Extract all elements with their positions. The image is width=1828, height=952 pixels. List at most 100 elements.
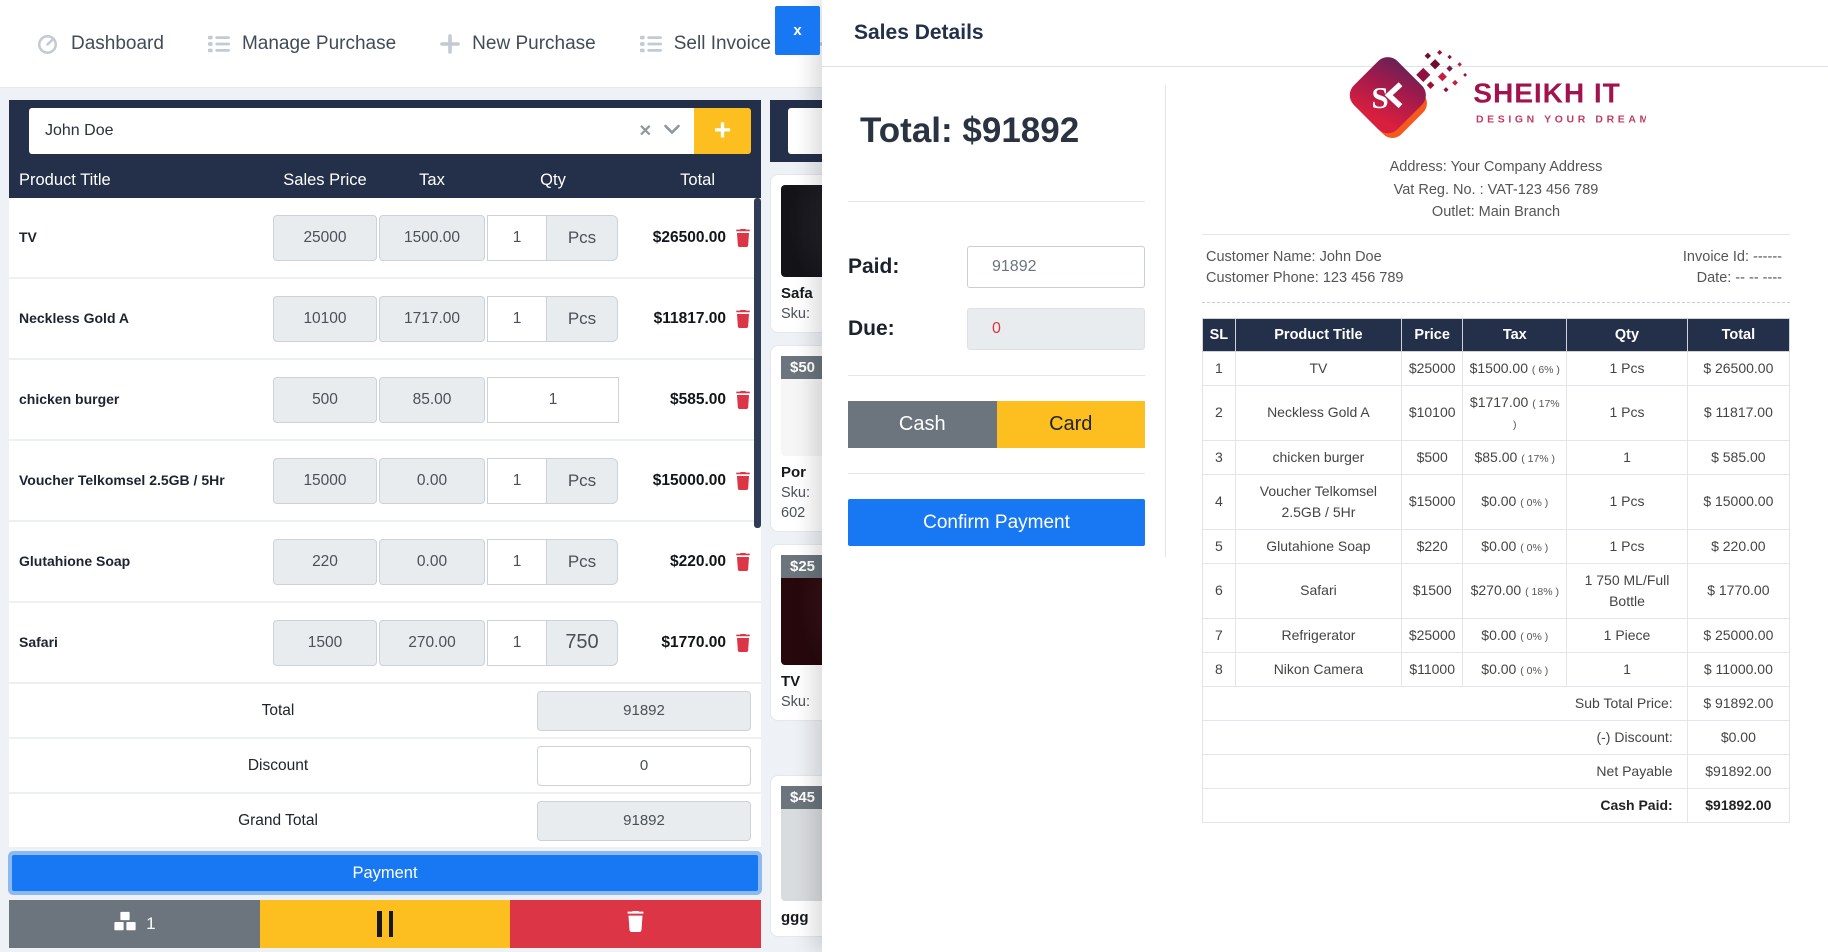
invoice-row: 3 chicken burger $500 $85.00 ( 17% ) 1 $… (1202, 439, 1791, 475)
delete-item-icon[interactable] (735, 228, 751, 247)
delete-item-icon[interactable] (735, 633, 751, 652)
pos-cart-panel: John Doe ✕ + Product Title Sales Price T… (9, 100, 762, 948)
tax-input[interactable]: 1500.00 (379, 214, 485, 261)
product-card-sku: Sku: (781, 694, 811, 710)
hold-orders-button[interactable]: 1 (9, 900, 260, 948)
qty-input[interactable]: 1 (487, 457, 547, 504)
confirm-payment-button[interactable]: Confirm Payment (848, 499, 1145, 546)
product-card-name: Por (781, 464, 807, 481)
close-overlay-button[interactable]: x (775, 6, 820, 55)
chevron-down-icon (664, 122, 680, 140)
unit-button[interactable]: Pcs (546, 538, 618, 585)
delete-item-icon[interactable] (735, 390, 751, 409)
svg-text:S: S (1371, 80, 1388, 115)
clear-cart-button[interactable] (510, 900, 762, 948)
pixel-dust (1416, 49, 1468, 93)
panel-title: Sales Details (854, 21, 984, 44)
cash-method-button[interactable]: Cash (848, 401, 997, 448)
list-icon (207, 34, 230, 54)
sales-price-input[interactable]: 1500 (273, 619, 377, 666)
delete-item-icon[interactable] (735, 309, 751, 328)
tax-input[interactable]: 0.00 (379, 457, 485, 504)
hold-count: 1 (146, 914, 156, 933)
tax-input[interactable]: 0.00 (379, 538, 485, 585)
discount-input[interactable]: 0 (537, 745, 751, 786)
delete-item-icon[interactable] (735, 471, 751, 490)
grand-total-input: 91892 (537, 800, 751, 841)
price-badge: $45 (781, 786, 825, 809)
unit-button[interactable]: 750 (546, 619, 618, 666)
product-name: Voucher Telkomsel 2.5GB / 5Hr (19, 471, 225, 488)
clear-icon[interactable]: ✕ (638, 123, 652, 140)
nav-label: Manage Purchase (241, 32, 397, 54)
grand-total-label: Grand Total (238, 811, 318, 829)
company-header: S (1202, 45, 1790, 235)
paid-label: Paid: (848, 255, 900, 278)
sales-price-input[interactable]: 10100 (273, 295, 377, 342)
trash-icon (626, 911, 645, 937)
payment-button[interactable]: Payment (12, 855, 758, 891)
company-tagline: DESIGN YOUR DREAM (1476, 114, 1646, 125)
pause-order-button[interactable] (259, 900, 511, 948)
scrollbar-thumb[interactable] (754, 198, 761, 528)
qty-input[interactable]: 1 (487, 214, 547, 261)
discount-label: Discount (247, 756, 309, 774)
nav-manage-purchase[interactable]: Manage Purchase (207, 32, 397, 55)
nav-sell-invoice[interactable]: Sell Invoice (639, 33, 771, 55)
qty-input[interactable]: 1 (487, 295, 547, 342)
unit-button[interactable]: Pcs (546, 295, 618, 342)
row-total: $26500.00 (652, 228, 726, 246)
customer-select-value: John Doe (45, 122, 114, 139)
cart-action-bar: 1 (9, 900, 762, 948)
payment-button-label: Payment (352, 863, 418, 882)
unit-button[interactable]: Pcs (546, 457, 618, 504)
add-customer-button[interactable]: + (694, 108, 751, 154)
col-total: Total (680, 170, 715, 189)
sale-total: Total: $91892 (848, 85, 1145, 202)
company-address: Address: Your Company Address (1389, 159, 1603, 175)
card-method-button[interactable]: Card (996, 401, 1145, 448)
table-row: Glutahione Soap 220 0.00 1 Pcs $220.00 (9, 522, 761, 603)
qty-input[interactable]: 1 (487, 619, 547, 666)
summary-grand-total-row: Grand Total 91892 (9, 794, 761, 849)
product-name: Safari (19, 633, 58, 650)
invoice-row: 7 Refrigerator $25000 $0.00 ( 0% ) 1 Pie… (1202, 617, 1791, 653)
customer-bar: John Doe ✕ + (9, 100, 761, 162)
tax-input[interactable]: 270.00 (379, 619, 485, 666)
nav-new-purchase[interactable]: New Purchase (440, 33, 596, 55)
total-label: Total (261, 701, 295, 719)
sales-price-input[interactable]: 25000 (273, 214, 377, 261)
table-row: chicken burger 500 85.00 1 $585.00 (9, 360, 761, 441)
invoice-subtotal-row: Sub Total Price: $ 91892.00 (1202, 685, 1791, 721)
list-icon (639, 34, 662, 54)
summary-total-row: Total 91892 (9, 684, 761, 739)
table-row: TV 25000 1500.00 1 Pcs $26500.00 (9, 198, 761, 279)
paid-input[interactable]: 91892 (967, 246, 1145, 288)
invoice-cash-paid-row: Cash Paid: $91892.00 (1202, 787, 1791, 823)
invoice-row: 6 Safari $1500 $270.00 ( 18% ) 1 750 ML/… (1202, 562, 1791, 619)
nav-label: Dashboard (71, 32, 164, 54)
col-qty: Qty (540, 170, 566, 189)
row-total: $220.00 (669, 552, 726, 570)
tax-input[interactable]: 1717.00 (379, 295, 485, 342)
qty-input[interactable]: 1 (487, 538, 547, 585)
divider (848, 473, 1145, 474)
tax-input[interactable]: 85.00 (379, 376, 485, 423)
table-row: Safari 1500 270.00 1 750 $1770.00 (9, 603, 761, 684)
sales-price-input[interactable]: 220 (273, 538, 377, 585)
product-card-extra: 602 (781, 505, 806, 521)
divider (848, 375, 1145, 376)
qty-input[interactable]: 1 (487, 376, 619, 423)
unit-button[interactable]: Pcs (546, 214, 618, 261)
product-name: Glutahione Soap (19, 552, 131, 569)
product-card-name: TV (781, 673, 801, 690)
delete-item-icon[interactable] (735, 552, 751, 571)
sales-price-input[interactable]: 15000 (273, 457, 377, 504)
nav-dashboard[interactable]: Dashboard (36, 32, 164, 55)
gauge-icon (36, 32, 59, 55)
sales-price-input[interactable]: 500 (273, 376, 377, 423)
company-outlet: Outlet: Main Branch (1431, 204, 1561, 221)
company-logo: S (1349, 49, 1648, 138)
invoice-id: Invoice Id: ------ (1682, 248, 1782, 265)
customer-select[interactable]: John Doe ✕ (29, 108, 694, 154)
